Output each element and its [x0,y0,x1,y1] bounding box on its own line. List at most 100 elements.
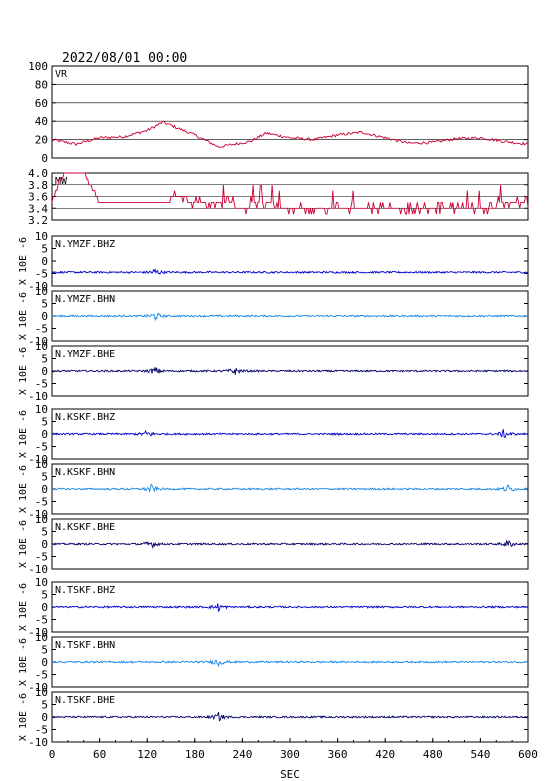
panel-frame [51,235,529,287]
y-tick-label: 5 [41,644,48,657]
y-tick-label: 5 [41,699,48,712]
panels: 100806040200VR4.03.83.63.43.2MW1050-5-10… [18,60,529,749]
x-tick-label: 540 [470,748,490,761]
trace-line [52,428,529,439]
panel-label: N.YMZF.BHE [55,349,115,360]
y-tick-label: 10 [35,513,48,526]
x-tick-label: 120 [137,748,157,761]
x-tick-label: 300 [280,748,300,761]
y-axis-label: X 10E -6 [18,237,29,285]
trace-line [51,712,529,722]
panel-label: MW [55,176,68,187]
panel-vr: 100 80 60 40 20 0 VR [28,60,529,165]
y-tick-label: 3.2 [28,214,48,227]
y-axis-label: X 10E -6 [18,410,29,458]
y-tick-label: 3.4 [28,202,48,215]
y-tick-label: 0 [41,310,48,323]
chart-datetime: 2022/08/01 00:00 [62,51,187,66]
y-tick-label: 10 [35,285,48,298]
y-tick-label: 0 [41,428,48,441]
panel-label: N.TSKF.BHN [55,640,115,651]
x-tick-label: 420 [375,748,395,761]
y-tick-label: -10 [28,280,48,293]
trace-line [51,172,529,215]
panel-label: N.YMZF.BHZ [55,239,115,250]
y-tick-label: -10 [28,335,48,348]
y-tick-label: -10 [28,626,48,639]
y-axis-label: X 10E -6 [18,347,29,395]
y-tick-label: 5 [41,416,48,429]
x-tick-label: 0 [49,748,56,761]
y-tick-label: -5 [35,268,48,281]
panel-mw: 4.03.83.63.43.2 MW [28,167,529,227]
y-tick-label: -10 [28,681,48,694]
y-tick-label: 10 [35,458,48,471]
y-tick-label: 5 [41,243,48,256]
y-tick-label: 60 [35,97,48,110]
y-axis-label: X 10E -6 [18,638,29,686]
y-tick-label: -10 [28,453,48,466]
y-tick-label: 10 [35,340,48,353]
y-axis-label: X 10E -6 [18,583,29,631]
x-axis: 0 60 120 180 240 300 360 420 480 540 600 [49,738,538,761]
y-axis-label: X 10E -6 [18,693,29,741]
y-tick-label: 0 [41,483,48,496]
y-tick-label: -5 [35,378,48,391]
panel-frame [51,65,529,159]
y-tick-label: 0 [41,601,48,614]
y-tick-label: 5 [41,298,48,311]
y-tick-label: -5 [35,669,48,682]
y-tick-label: 5 [41,471,48,484]
panel-label: N.YMZF.BHN [55,294,115,305]
y-axis-label: X 10E -6 [18,520,29,568]
x-tick-label: 60 [93,748,106,761]
y-tick-label: -5 [35,441,48,454]
y-tick-label: 5 [41,353,48,366]
trace-line [51,267,529,275]
y-tick-label: 3.8 [28,179,48,192]
x-tick-label: 360 [328,748,348,761]
y-tick-label: 0 [41,656,48,669]
y-tick-label: 10 [35,403,48,416]
y-tick-label: 3.6 [28,191,48,204]
y-tick-label: 10 [35,686,48,699]
y-tick-label: 0 [41,365,48,378]
panel-label: N.KSKF.BHZ [55,412,115,423]
y-axis-label: X 10E -6 [18,292,29,340]
x-tick-label: 480 [423,748,443,761]
y-tick-label: 0 [41,538,48,551]
y-tick-label: 5 [41,526,48,539]
panel-label: N.TSKF.BHZ [55,585,115,596]
trace-line [51,367,529,375]
panel-label: N.TSKF.BHE [55,695,115,706]
y-tick-label: -10 [28,390,48,403]
x-tick-label: 240 [232,748,252,761]
y-tick-label: 10 [35,230,48,243]
y-tick-label: -5 [35,496,48,509]
y-tick-label: 0 [41,152,48,165]
y-tick-label: 40 [35,115,48,128]
panel-label: N.KSKF.BHN [55,467,115,478]
y-tick-label: -10 [28,736,48,749]
y-tick-label: 5 [41,589,48,602]
y-tick-label: 10 [35,576,48,589]
panel-label: VR [55,69,68,80]
trace-line [51,120,529,148]
y-tick-label: -10 [28,563,48,576]
x-tick-label: 180 [185,748,205,761]
x-tick-label: 600 [518,748,538,761]
y-tick-label: 20 [35,134,48,147]
y-axis-label: X 10E -6 [18,465,29,513]
y-tick-label: -5 [35,724,48,737]
y-tick-label: -5 [35,551,48,564]
y-tick-label: 0 [41,711,48,724]
trace-line [51,659,529,668]
y-tick-label: 4.0 [28,167,48,180]
